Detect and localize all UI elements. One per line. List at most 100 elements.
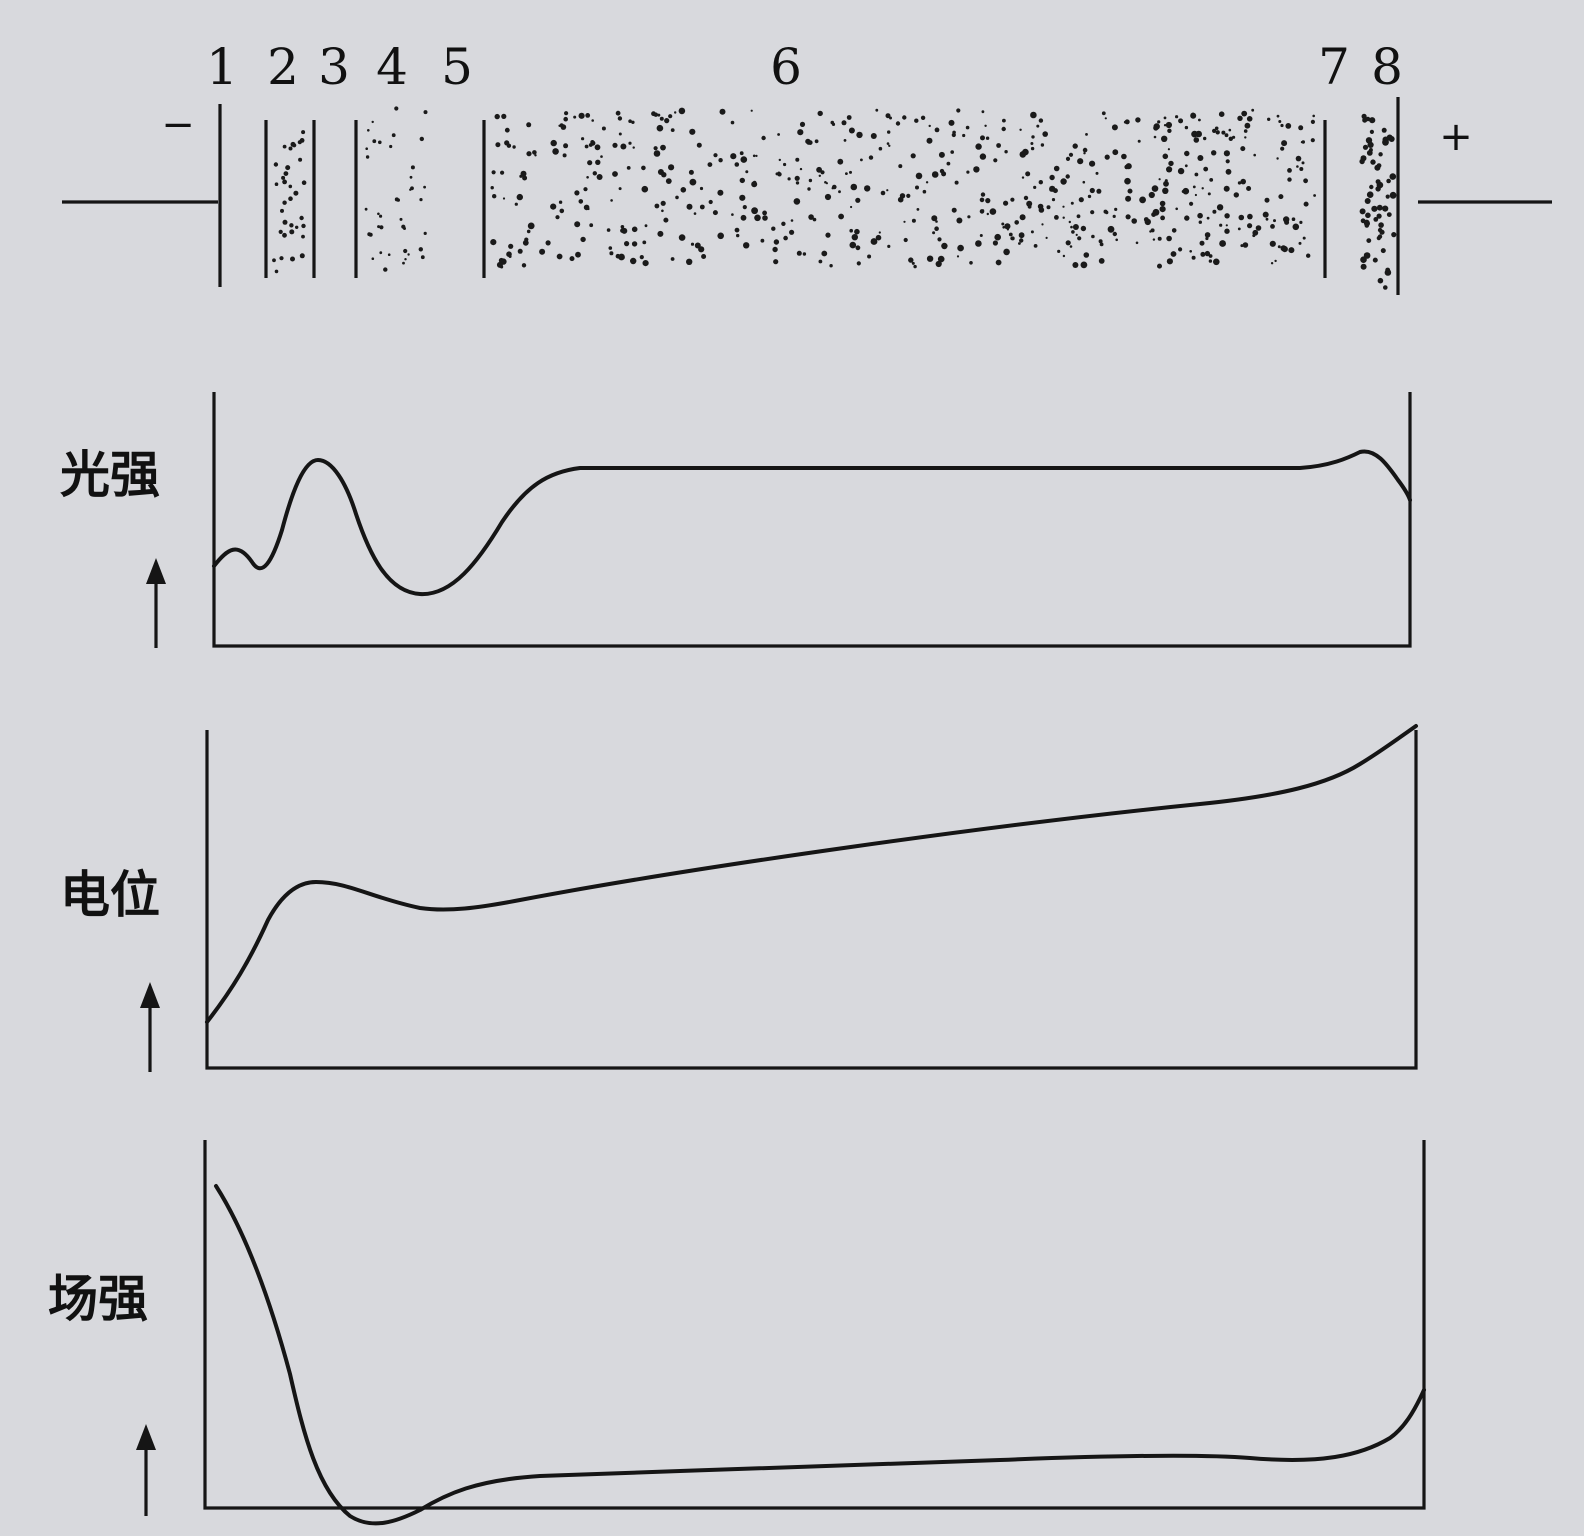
stipple-dot — [670, 128, 675, 133]
stipple-dot — [1246, 186, 1252, 191]
stipple-dot — [818, 174, 821, 177]
stipple-dot — [754, 214, 761, 222]
stipple-dot — [1237, 115, 1243, 122]
stipple-dot — [1125, 163, 1132, 170]
stipple-dot — [941, 171, 947, 177]
stipple-dot — [371, 257, 375, 261]
stipple-dot — [855, 245, 861, 251]
stipple-dot — [1189, 250, 1192, 253]
stipple-dot — [916, 208, 920, 211]
stipple-dot — [751, 181, 758, 188]
stipple-dot — [301, 223, 306, 229]
stipple-dot — [492, 194, 497, 199]
stipple-dot — [585, 113, 591, 118]
stipple-dot — [799, 167, 803, 171]
stipple-dot — [689, 178, 697, 186]
stipple-dot — [1201, 187, 1204, 190]
stipple-dot — [1096, 188, 1102, 194]
stipple-dot — [886, 142, 890, 145]
stipple-dot — [1095, 171, 1099, 175]
stipple-dot — [675, 195, 679, 200]
stipple-dot — [1071, 230, 1075, 234]
stipple-dot — [1364, 198, 1371, 204]
stipple-dot — [407, 253, 410, 256]
region-number-7: 7 — [1318, 38, 1350, 96]
stipple-dot — [1054, 215, 1059, 220]
stipple-dot — [618, 132, 622, 136]
stipple-dot — [1298, 125, 1304, 131]
field-graph-frame — [203, 1140, 1426, 1510]
stipple-dot — [922, 189, 927, 194]
stipple-dot — [364, 207, 368, 211]
stipple-dot — [1291, 217, 1296, 221]
stipple-dot — [799, 121, 806, 127]
stipple-dot — [1152, 238, 1156, 241]
stipple-dot — [631, 241, 638, 247]
stipple-dot — [678, 107, 686, 115]
stipple-dot — [856, 131, 863, 139]
stipple-dot — [1090, 210, 1095, 215]
stipple-dot — [926, 255, 934, 262]
stipple-dot — [1178, 118, 1184, 124]
stipple-dot — [1383, 285, 1388, 290]
stipple-dot — [1077, 236, 1082, 241]
stipple-dot — [956, 255, 960, 258]
stipple-dot — [1219, 240, 1226, 247]
stipple-dot — [365, 155, 370, 159]
stipple-dot — [1184, 215, 1190, 221]
stipple-dot — [1225, 159, 1230, 164]
stipple-dot — [1127, 188, 1133, 194]
stipple-dot — [664, 118, 670, 124]
stipple-dot — [902, 115, 907, 120]
stipple-dot — [986, 212, 989, 216]
potential-curve — [205, 724, 1418, 1024]
stipple-dot — [948, 119, 955, 126]
stipple-dot — [932, 231, 936, 235]
stipple-dot — [661, 172, 667, 178]
potential-label: 电位 — [60, 866, 160, 924]
region-number-2: 2 — [267, 38, 299, 96]
stipple-dot — [1103, 209, 1108, 214]
stipple-dot — [520, 170, 527, 177]
stipple-dot — [1075, 233, 1078, 236]
stipple-dot — [1292, 223, 1300, 231]
stipple-dot — [1045, 236, 1048, 239]
stipple-dot — [1115, 238, 1118, 242]
stipple-dot — [1386, 178, 1391, 184]
stipple-dot — [564, 111, 569, 116]
stipple-dot — [1312, 114, 1315, 118]
stipple-dot — [739, 177, 745, 184]
stipple-dot — [1030, 142, 1034, 145]
stipple-dot — [755, 154, 758, 157]
stipple-dot — [820, 170, 825, 175]
stipple-dot — [1225, 224, 1228, 227]
stipple-dot — [502, 197, 506, 200]
stipple-dot — [950, 150, 954, 154]
stipple-dot — [1306, 253, 1311, 258]
stipple-dot — [880, 190, 886, 196]
stipple-dot — [1069, 245, 1073, 248]
stipple-dot — [762, 210, 767, 216]
stipple-dot — [1184, 150, 1190, 157]
stipple-dot — [1380, 248, 1386, 254]
stipple-dot — [1037, 203, 1044, 210]
stipple-dot — [1278, 194, 1284, 200]
stipple-dot — [301, 234, 305, 239]
stipple-dot — [1385, 194, 1390, 199]
stipple-dot — [1238, 214, 1245, 221]
stipple-dot — [895, 121, 901, 126]
stipple-dot — [1362, 117, 1368, 123]
field-strength-graph: 场强 — [48, 1140, 1426, 1526]
stipple-dot — [402, 261, 405, 265]
stipple-dot — [279, 256, 284, 261]
stipple-dot — [1181, 190, 1185, 193]
stipple-dot — [556, 253, 563, 260]
stipple-dot — [773, 239, 780, 245]
stipple-dot — [730, 120, 735, 125]
stipple-dot — [1301, 161, 1305, 165]
stipple-dot — [982, 209, 985, 212]
negative-glow-dots — [272, 130, 307, 274]
stipple-dot — [1148, 191, 1155, 199]
stipple-dot — [951, 207, 957, 213]
stipple-dot — [1153, 125, 1159, 131]
